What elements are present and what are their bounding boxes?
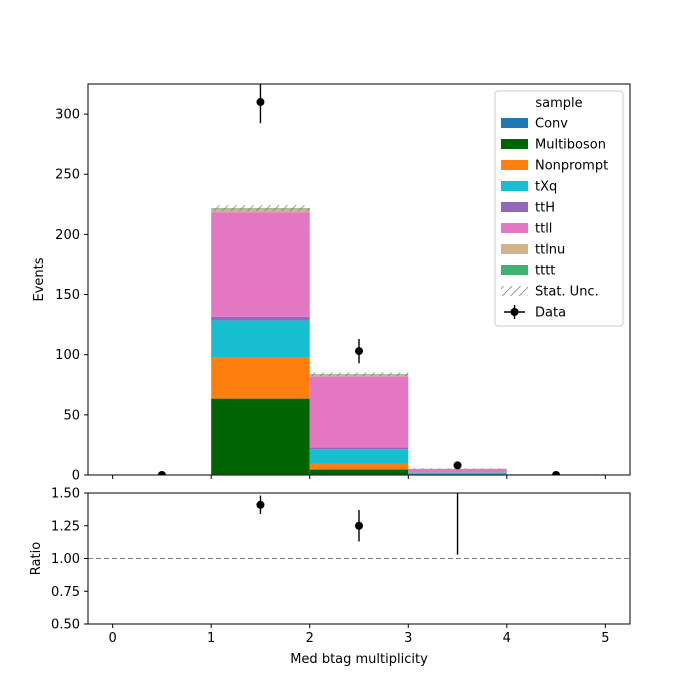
legend-swatch-stat-unc xyxy=(501,286,528,296)
x-tick-label: 2 xyxy=(306,631,314,646)
legend-title: sample xyxy=(535,96,582,111)
bar-txq-bin-3 xyxy=(408,472,507,475)
data-point xyxy=(157,471,166,475)
legend-label: ttH xyxy=(535,201,555,216)
ratio-point xyxy=(256,500,265,509)
legend-swatch-nonprompt xyxy=(501,160,528,170)
ratio-plot-area xyxy=(88,476,630,559)
data-point xyxy=(453,461,462,470)
bar-tth-bin-1 xyxy=(211,316,310,321)
y-tick-label: 50 xyxy=(63,408,80,423)
bar-nonprompt-bin-1 xyxy=(211,357,310,399)
legend-swatch-tth xyxy=(501,202,528,212)
legend-label: tttt xyxy=(535,264,555,279)
legend-label: ttlnu xyxy=(535,243,565,258)
legend-label: Stat. Unc. xyxy=(535,285,599,300)
legend-swatch-multiboson xyxy=(501,139,528,149)
ratio-y-tick-label: 1.50 xyxy=(51,487,80,502)
bar-ttll-bin-2 xyxy=(309,376,409,448)
x-tick-label: 4 xyxy=(503,631,511,646)
ratio-point xyxy=(454,476,462,484)
y-tick-label: 100 xyxy=(55,348,80,363)
data-point xyxy=(552,471,561,475)
bar-multiboson-bin-1 xyxy=(211,398,310,475)
legend-label: tXq xyxy=(535,180,557,195)
y-tick-label: 0 xyxy=(72,469,80,484)
bar-tth-bin-2 xyxy=(309,447,409,450)
ratio-y-tick-label: 0.75 xyxy=(51,585,80,600)
bar-multiboson-bin-2 xyxy=(309,469,409,475)
x-tick-label: 1 xyxy=(207,631,215,646)
legend-label: Conv xyxy=(535,117,568,132)
data-point xyxy=(256,98,265,107)
y-tick-label: 250 xyxy=(55,168,80,183)
data-point xyxy=(355,347,363,356)
bar-txq-bin-2 xyxy=(309,449,409,464)
ratio-y-tick-label: 0.50 xyxy=(51,618,80,633)
x-tick-label: 0 xyxy=(108,631,116,646)
main-panel: 0 50 100 150 200 250 300 Events sample Conv Multib… xyxy=(32,83,631,484)
ratio-point xyxy=(355,521,363,530)
main-plot-area xyxy=(157,84,606,475)
bar-ttll-bin-3 xyxy=(408,468,507,473)
legend-swatch-conv xyxy=(501,118,528,128)
bar-txq-bin-1 xyxy=(211,320,310,358)
legend-swatch-ttll xyxy=(501,223,528,233)
legend-label: Data xyxy=(535,306,566,321)
legend-data-marker xyxy=(510,308,519,316)
main-axes-frame xyxy=(87,83,631,476)
legend-label: Multiboson xyxy=(535,138,606,153)
x-axis-label: Med btag multiplicity xyxy=(290,652,428,667)
ratio-panel: 0.50 0.75 1.00 1.25 1.50 0 1 2 3 4 5 Ratio xyxy=(29,476,631,646)
stat-unc-band-bin-1 xyxy=(211,205,310,212)
legend-label: Nonprompt xyxy=(535,159,608,174)
ratio-y-tick-label: 1.00 xyxy=(51,552,80,567)
bar-ttll-bin-1 xyxy=(211,212,310,317)
x-tick-label: 5 xyxy=(601,631,609,646)
ratio-y-tick-label: 1.25 xyxy=(51,519,80,534)
x-tick-label: 3 xyxy=(404,631,412,646)
y-axis-label: Events xyxy=(32,257,47,301)
stat-unc-band-bin-2 xyxy=(309,372,409,376)
y-tick-label: 150 xyxy=(55,288,80,303)
y-tick-label: 300 xyxy=(55,108,80,123)
y-tick-label: 200 xyxy=(55,228,80,243)
legend: sample Conv Multiboson Nonprompt tXq ttH ttll t… xyxy=(494,90,624,327)
legend-swatch-tttt xyxy=(501,265,528,275)
legend-label: ttll xyxy=(535,222,552,237)
ratio-y-axis-label: Ratio xyxy=(29,542,44,575)
legend-swatch-txq xyxy=(501,181,528,191)
legend-swatch-ttlnu xyxy=(501,244,528,254)
bar-nonprompt-bin-2 xyxy=(309,463,409,470)
